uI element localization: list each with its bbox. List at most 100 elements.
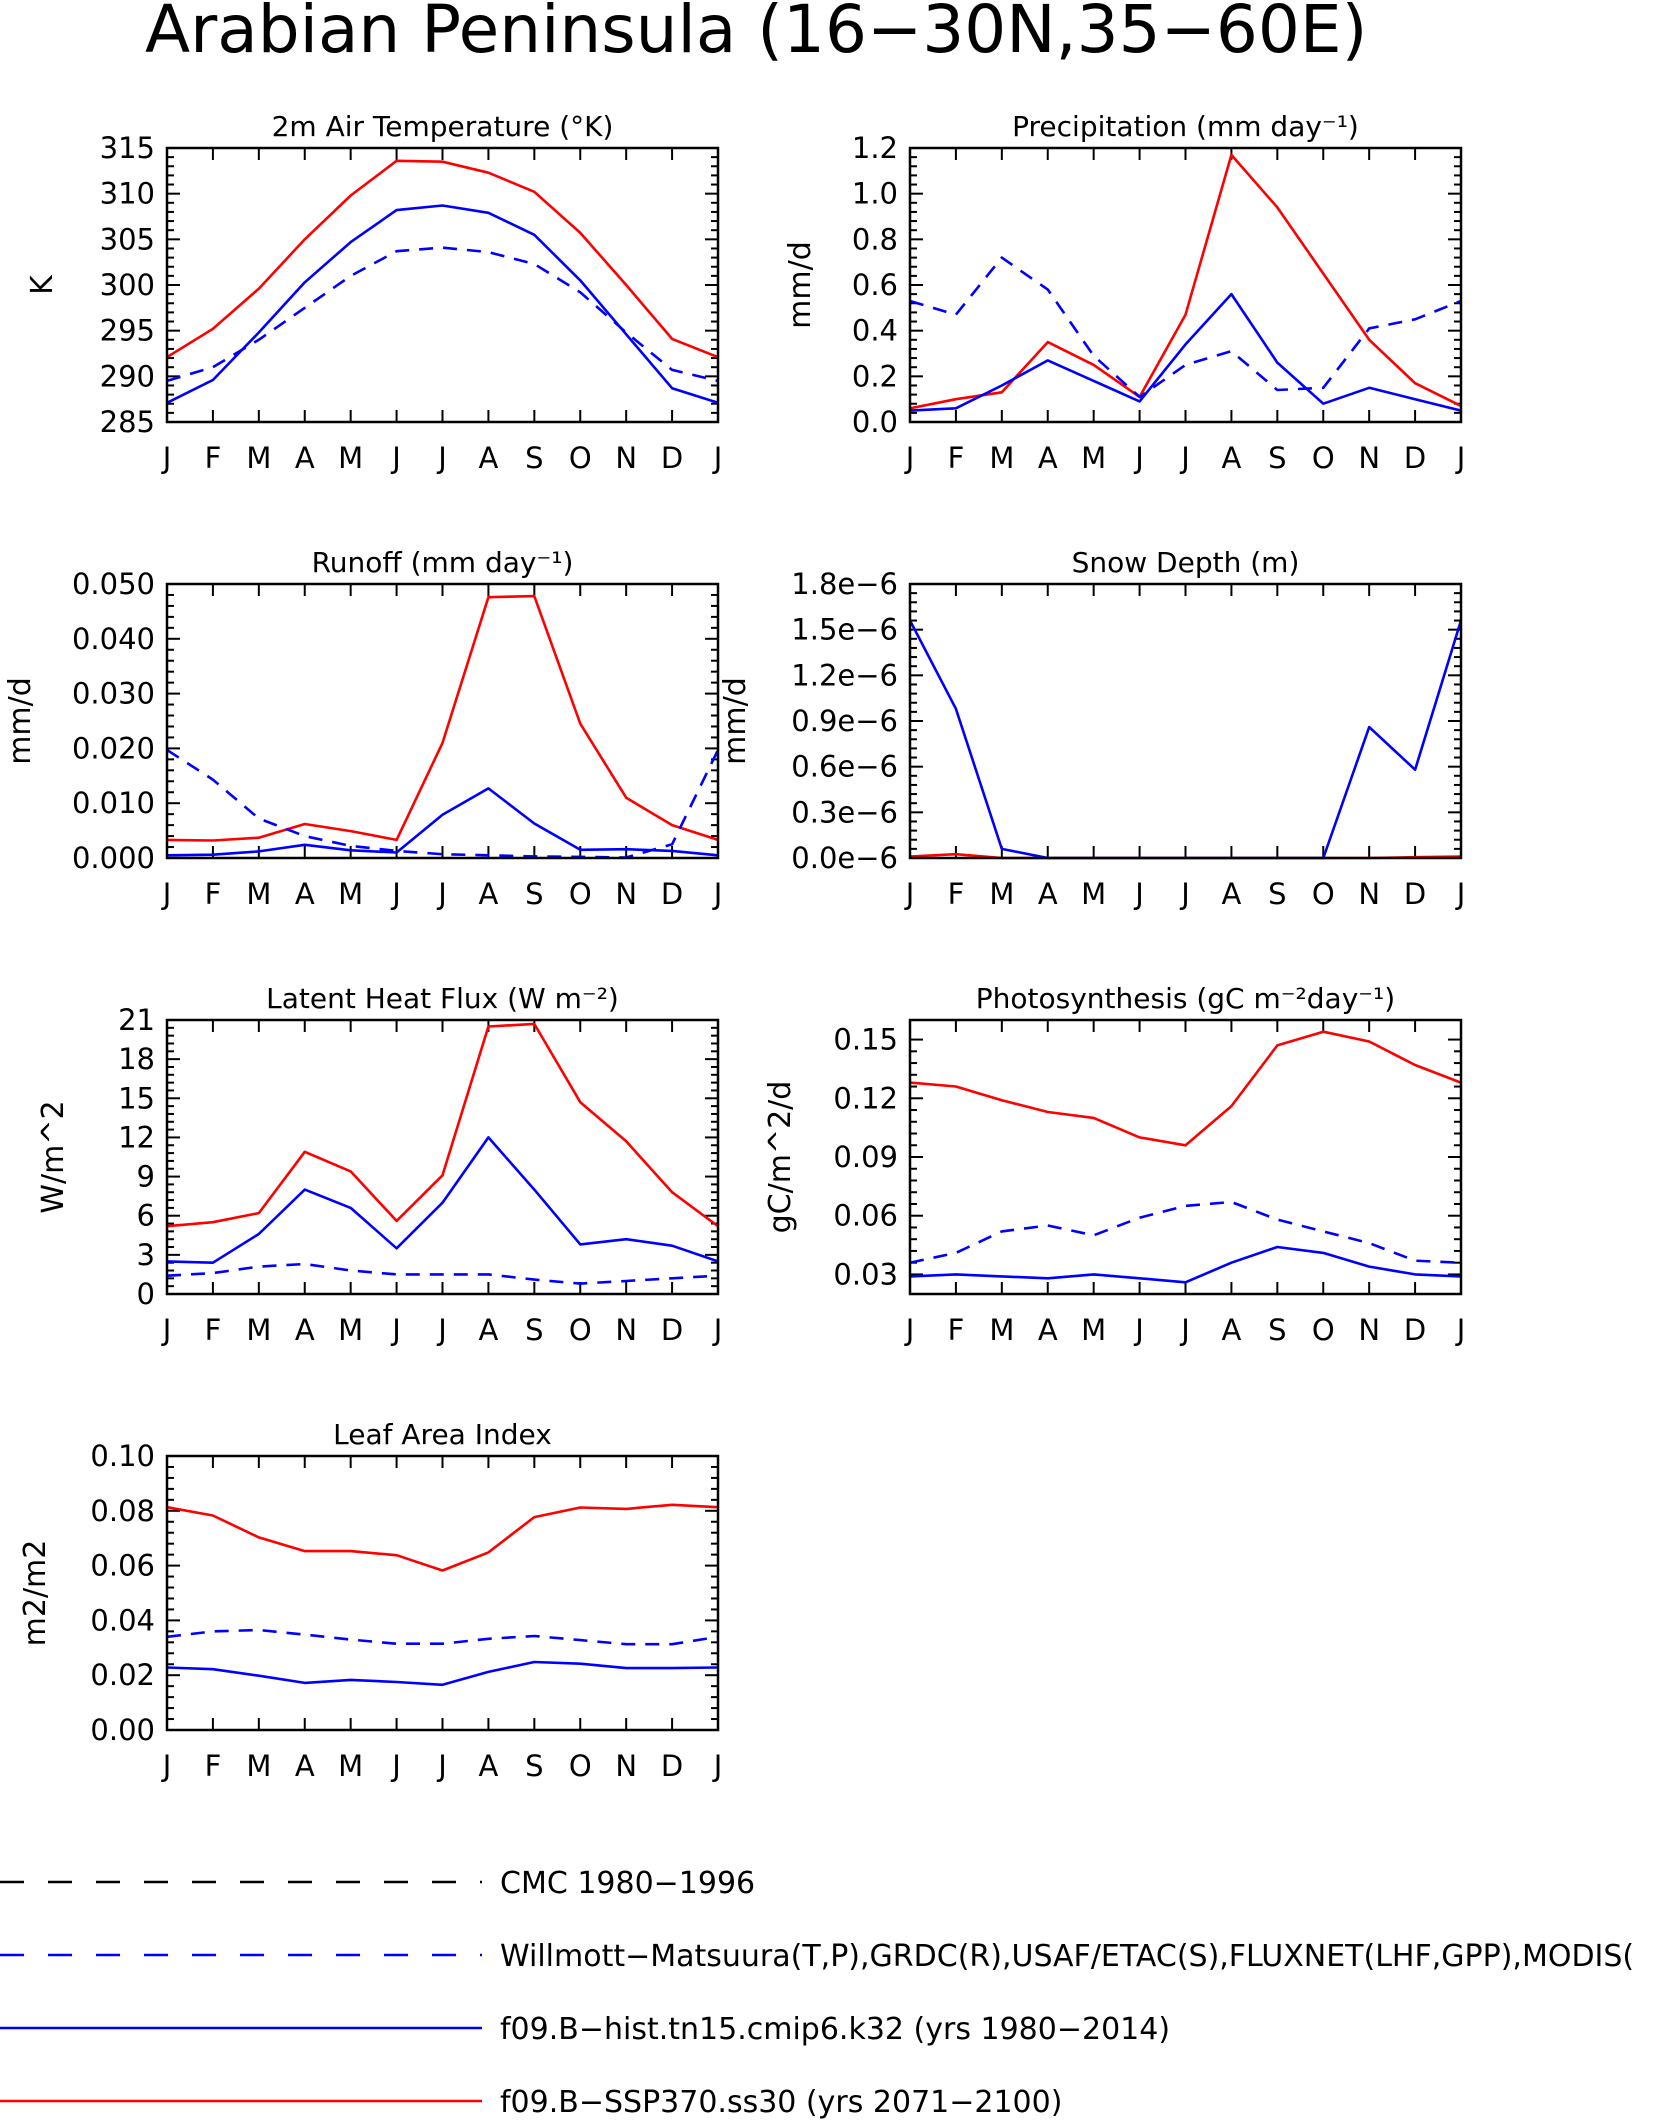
y-tick-label: 15 [118, 1081, 155, 1115]
series-line [910, 153, 1461, 410]
x-tick-label: M [989, 1313, 1014, 1347]
x-tick-label: J [1179, 441, 1190, 475]
y-tick-label: 1.0 [852, 177, 898, 211]
y-tick-label: 0.02 [90, 1658, 155, 1692]
x-tick-label: S [1268, 877, 1286, 911]
plot-frame [165, 1454, 720, 1732]
x-tick-label: S [525, 441, 543, 475]
chart-panel: Runoff (mm day⁻¹)mm/dJ F M A M J J A S O N D J0.0000… [3, 546, 722, 911]
chart-panel: Snow Depth (m)mm/dJ F M A M J J A S O N D J0.0e−60.3… [718, 546, 1465, 911]
y-tick-label: 0.6e−6 [791, 750, 898, 784]
x-tick-label: S [525, 1749, 543, 1783]
x-tick-label: J [1455, 441, 1466, 475]
x-tick-label: M [246, 1313, 271, 1347]
x-tick-label: O [569, 877, 592, 911]
panel-title: Runoff (mm day⁻¹) [312, 546, 574, 579]
series-line [167, 1136, 718, 1264]
x-tick-label: N [1358, 1313, 1380, 1347]
x-tick-label: O [1312, 877, 1335, 911]
x-tick-label: A [1221, 1313, 1241, 1347]
x-tick-label: M [246, 1749, 271, 1783]
legend: CMC 1980−1996 Willmott−Matsuura(T,P),GRDC… [0, 1866, 1634, 2120]
y-axis-label: mm/d [718, 677, 753, 765]
y-tick-label: 1.8e−6 [791, 567, 898, 601]
y-tick-label: 300 [100, 268, 155, 302]
x-tick-label: A [1221, 441, 1241, 475]
y-tick-label: 1.2e−6 [791, 658, 898, 692]
x-tick-label: J [390, 441, 401, 475]
y-tick-label: 18 [118, 1042, 155, 1076]
x-tick-label: J [904, 877, 915, 911]
plot-frame [165, 146, 720, 424]
legend-entry: f09.B−SSP370.ss30 (yrs 2071−2100) [0, 2085, 1062, 2120]
series-line [167, 246, 718, 383]
x-tick-label: O [569, 441, 592, 475]
x-tick-label: A [478, 1313, 498, 1347]
legend-label: CMC 1980−1996 [500, 1866, 755, 1901]
x-tick-label: F [205, 441, 222, 475]
y-tick-label: 0.06 [833, 1199, 898, 1233]
plot-frame [165, 1018, 720, 1296]
x-tick-label: A [295, 441, 315, 475]
x-tick-label: M [338, 441, 363, 475]
panel-title: Snow Depth (m) [1072, 546, 1300, 579]
x-tick-label: M [989, 877, 1014, 911]
series-line [910, 1200, 1461, 1264]
series-line [910, 619, 1461, 860]
plot-frame [908, 1018, 1463, 1296]
x-tick-label: M [1081, 1313, 1106, 1347]
y-tick-label: 12 [118, 1120, 155, 1154]
panel-title: Latent Heat Flux (W m⁻²) [266, 982, 619, 1015]
x-tick-label: A [478, 441, 498, 475]
x-tick-label: J [390, 877, 401, 911]
x-tick-label: O [569, 1313, 592, 1347]
y-tick-label: 285 [100, 405, 155, 439]
y-tick-label: 0.9e−6 [791, 704, 898, 738]
y-tick-label: 0.06 [90, 1549, 155, 1583]
x-tick-label: A [295, 1749, 315, 1783]
y-tick-label: 305 [100, 222, 155, 256]
x-tick-label: A [478, 1749, 498, 1783]
x-tick-label: S [525, 1313, 543, 1347]
legend-entry: Willmott−Matsuura(T,P),GRDC(R),USAF/ETAC… [0, 1939, 1634, 1974]
y-tick-label: 0.050 [72, 567, 155, 601]
x-tick-label: O [1312, 1313, 1335, 1347]
x-tick-label: F [205, 1313, 222, 1347]
x-tick-label: J [712, 1749, 723, 1783]
series-line [910, 256, 1461, 399]
y-tick-label: 0.15 [833, 1023, 898, 1057]
y-tick-label: 310 [100, 177, 155, 211]
y-tick-label: 0.00 [90, 1713, 155, 1747]
x-tick-label: A [295, 877, 315, 911]
series-line [167, 594, 718, 842]
x-tick-label: A [295, 1313, 315, 1347]
y-tick-label: 0.10 [90, 1439, 155, 1473]
x-tick-label: F [948, 877, 965, 911]
series-line [167, 1628, 718, 1646]
y-tick-label: 0.09 [833, 1140, 898, 1174]
x-tick-label: M [338, 877, 363, 911]
x-tick-label: D [1404, 1313, 1426, 1347]
x-tick-label: J [712, 877, 723, 911]
y-tick-label: 0.020 [72, 731, 155, 765]
x-tick-label: A [1038, 877, 1058, 911]
legend-label: f09.B−hist.tn15.cmip6.k32 (yrs 1980−2014… [500, 2012, 1170, 2047]
figure-title: Arabian Peninsula (16−30N,35−60E) [145, 0, 1367, 68]
panel-title: Precipitation (mm day⁻¹) [1012, 110, 1359, 143]
y-tick-label: 0.000 [72, 841, 155, 875]
y-tick-label: 21 [118, 1003, 155, 1037]
x-tick-label: N [615, 441, 637, 475]
x-tick-label: J [161, 441, 172, 475]
chart-panel: Precipitation (mm day⁻¹)mm/dJ F M A M J J A S O N D… [783, 110, 1465, 475]
x-tick-label: M [989, 441, 1014, 475]
x-tick-label: J [712, 1313, 723, 1347]
chart-panel: 2m Air Temperature (°K)KJ F M A M J J A S O N D J285… [25, 110, 722, 475]
y-tick-label: 0.0 [852, 405, 898, 439]
x-tick-label: J [904, 441, 915, 475]
y-tick-label: 0.6 [852, 268, 898, 302]
x-tick-label: J [1455, 1313, 1466, 1347]
x-tick-label: J [436, 1313, 447, 1347]
x-tick-label: J [436, 441, 447, 475]
y-axis-label: mm/d [783, 241, 818, 329]
